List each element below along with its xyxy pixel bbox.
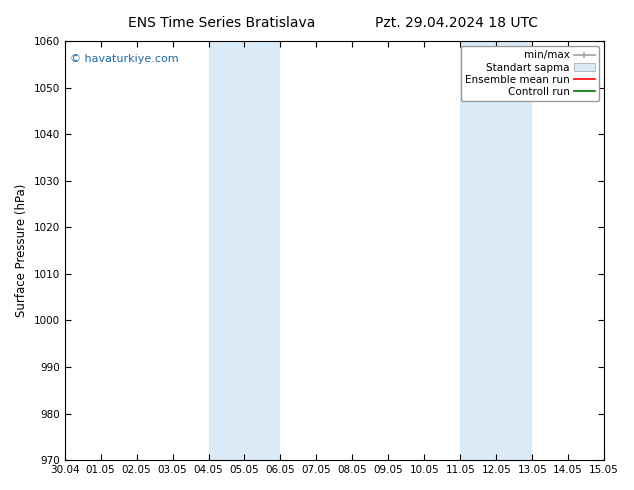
Legend: min/max, Standart sapma, Ensemble mean run, Controll run: min/max, Standart sapma, Ensemble mean r…	[461, 46, 599, 101]
Text: Pzt. 29.04.2024 18 UTC: Pzt. 29.04.2024 18 UTC	[375, 16, 538, 30]
Y-axis label: Surface Pressure (hPa): Surface Pressure (hPa)	[15, 184, 28, 318]
Bar	[209, 41, 280, 460]
Text: ENS Time Series Bratislava: ENS Time Series Bratislava	[128, 16, 316, 30]
Text: © havaturkiye.com: © havaturkiye.com	[70, 53, 179, 64]
Bar	[460, 41, 532, 460]
